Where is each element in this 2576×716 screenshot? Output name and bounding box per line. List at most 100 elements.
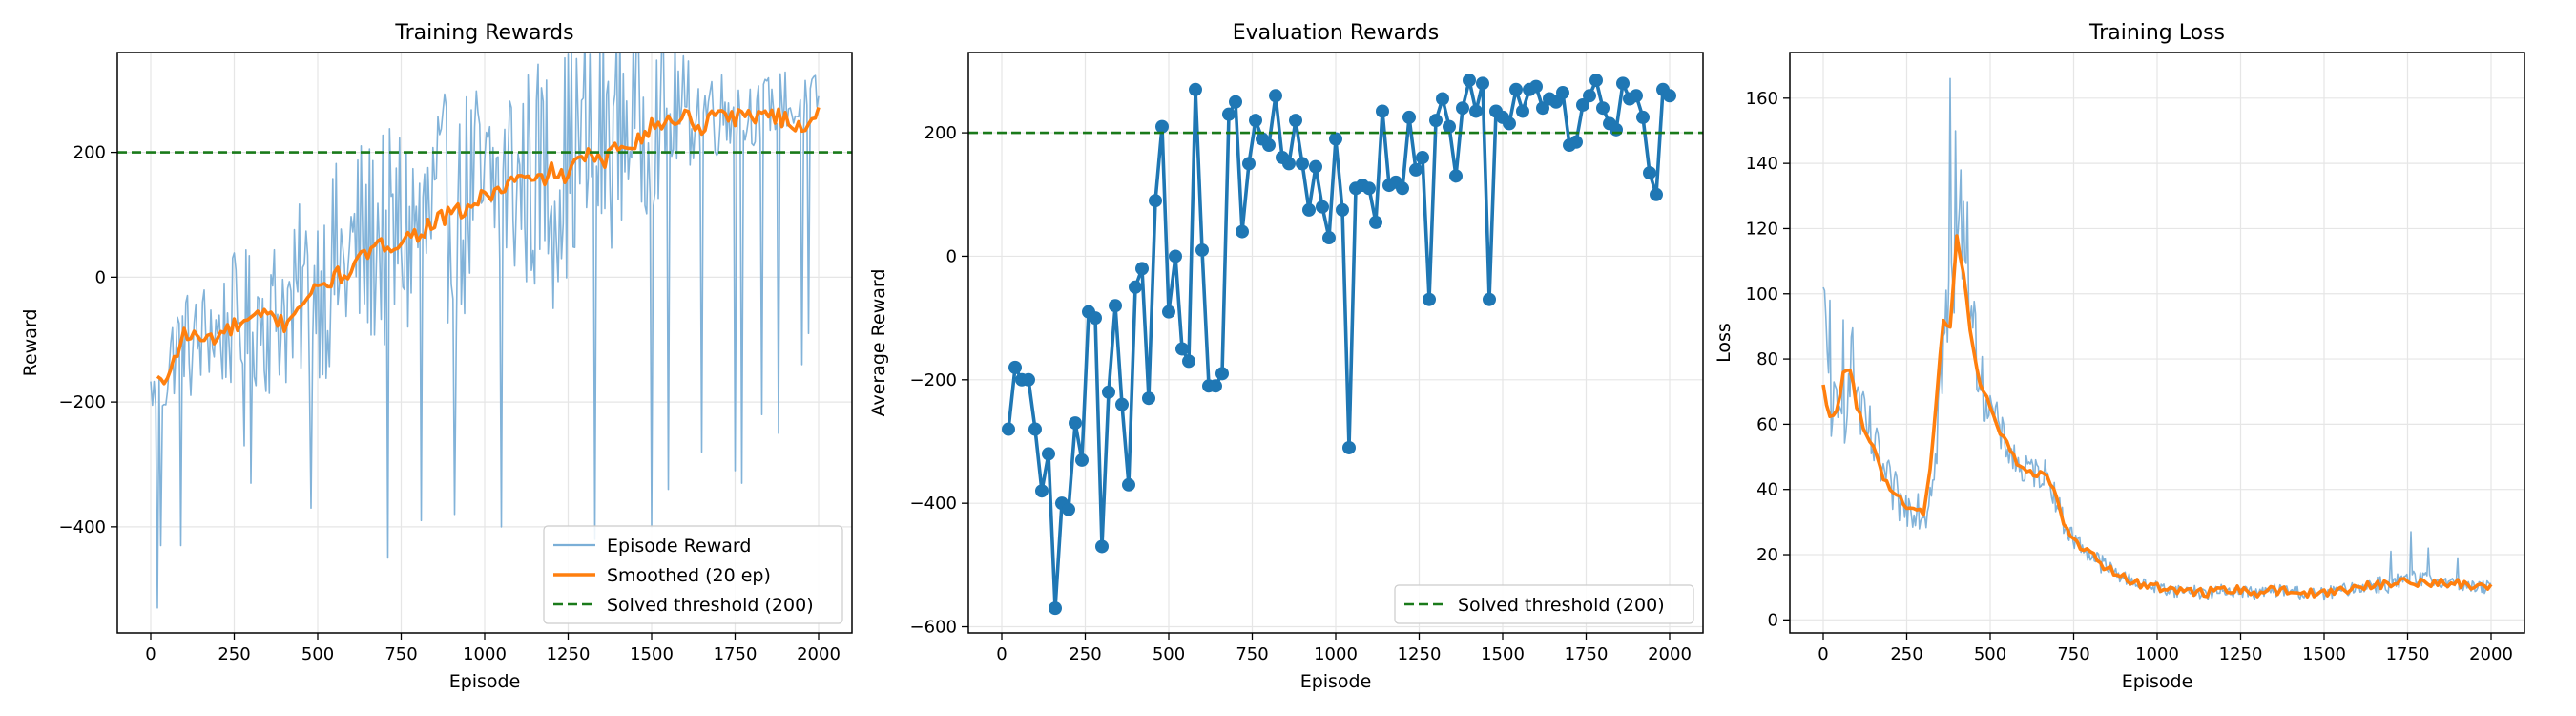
y-tick-label: 140 <box>1746 154 1778 174</box>
y-tick-label: 20 <box>1756 545 1778 565</box>
y-tick-label: −400 <box>910 494 957 514</box>
eval-point <box>1209 379 1222 393</box>
x-axis-label: Episode <box>449 671 521 692</box>
x-axis-label: Episode <box>2122 671 2193 692</box>
x-tick-label: 750 <box>2057 644 2089 664</box>
legend-box <box>1394 584 1694 624</box>
eval-point <box>1630 89 1643 103</box>
eval-point <box>1443 119 1456 134</box>
x-tick-label: 1250 <box>547 644 591 664</box>
y-axis-label: Reward <box>20 309 41 377</box>
x-tick-label: 0 <box>996 644 1007 664</box>
eval-point <box>1402 110 1416 124</box>
eval-point <box>1155 119 1169 134</box>
x-tick-label: 1750 <box>2386 644 2430 664</box>
y-axis-label: Average Reward <box>868 269 889 417</box>
eval-point <box>1069 416 1082 431</box>
eval-point <box>1262 138 1276 153</box>
eval-point <box>1423 292 1436 306</box>
y-tick-label: 120 <box>1746 219 1778 239</box>
eval-point <box>1362 181 1376 196</box>
eval-point <box>1022 372 1035 387</box>
eval-point <box>1336 202 1349 217</box>
plot-area <box>1821 77 2493 601</box>
eval-point <box>1195 242 1209 257</box>
eval-point <box>1109 299 1122 313</box>
eval-point <box>1322 231 1336 245</box>
x-tick-label: 1250 <box>1398 644 1442 664</box>
eval-point <box>1416 150 1429 164</box>
eval-point <box>1149 194 1162 208</box>
eval-point <box>1316 200 1329 214</box>
legend-label: Solved threshold (200) <box>1458 595 1665 616</box>
y-tick-label: 200 <box>924 123 957 143</box>
eval-point <box>1289 114 1302 128</box>
x-tick-label: 1000 <box>1314 644 1358 664</box>
eval-point <box>1469 104 1483 118</box>
legend: Solved threshold (200) <box>1394 584 1694 624</box>
eval-point <box>1115 397 1129 411</box>
chart-panel-1: 0 250 500 750 1000 1250 1500 1750 2000 −400 −200 0 2… <box>20 21 853 692</box>
x-tick-label: 1000 <box>463 644 507 664</box>
x-tick-label: 1750 <box>1565 644 1609 664</box>
eval-point <box>1476 76 1489 91</box>
eval-point <box>1583 89 1596 103</box>
eval-point <box>1008 360 1022 374</box>
eval-point <box>1610 122 1623 137</box>
eval-point <box>1175 342 1189 356</box>
eval-point <box>1636 110 1650 124</box>
y-tick-label: −400 <box>59 517 106 537</box>
legend-box <box>543 525 843 624</box>
eval-point <box>1536 101 1549 116</box>
eval-point <box>1589 74 1603 88</box>
x-tick-label: 1500 <box>1481 644 1525 664</box>
eval-point <box>1229 95 1242 109</box>
eval-point <box>1576 97 1589 112</box>
plot-area <box>117 53 852 609</box>
x-tick-label: 500 <box>1974 644 2006 664</box>
x-tick-label: 1250 <box>2219 644 2263 664</box>
eval-point <box>1028 422 1042 436</box>
eval-point <box>1376 104 1389 118</box>
y-tick-label: 40 <box>1756 480 1778 500</box>
y-tick-label: 80 <box>1756 349 1778 369</box>
x-tick-label: 250 <box>218 644 250 664</box>
x-axis-label: Episode <box>1300 671 1372 692</box>
x-tick-label: 2000 <box>797 644 841 664</box>
eval-point <box>1449 169 1463 183</box>
eval-point <box>1169 249 1182 263</box>
eval-point <box>1302 202 1316 217</box>
y-tick-label: 100 <box>1746 284 1778 305</box>
eval-point <box>1236 224 1249 239</box>
x-tick-label: 2000 <box>1648 644 1692 664</box>
eval-point <box>1242 157 1256 171</box>
eval-point <box>1215 367 1229 381</box>
legend-label: Episode Reward <box>607 536 751 557</box>
y-tick-label: 0 <box>1768 610 1778 630</box>
eval-point <box>1142 391 1155 406</box>
y-tick-label: 0 <box>95 267 106 287</box>
eval-point <box>1436 92 1449 106</box>
eval-point <box>1269 89 1282 103</box>
eval-point <box>1663 89 1676 103</box>
eval-point <box>1249 114 1262 128</box>
eval-point <box>1616 76 1630 91</box>
legend-label: Solved threshold (200) <box>607 595 814 616</box>
eval-point <box>1222 107 1236 121</box>
x-tick-label: 0 <box>1818 644 1828 664</box>
eval-point <box>1549 95 1563 109</box>
chart-title: Evaluation Rewards <box>1233 21 1439 45</box>
eval-point <box>1095 539 1109 554</box>
eval-point <box>1503 116 1516 131</box>
x-tick-label: 2000 <box>2469 644 2513 664</box>
eval-point <box>1122 477 1135 492</box>
eval-point <box>1509 82 1523 96</box>
eval-point <box>1062 502 1075 516</box>
eval-point <box>1129 280 1142 294</box>
eval-point <box>1369 215 1382 229</box>
eval-point <box>1182 354 1195 369</box>
x-tick-label: 500 <box>1153 644 1185 664</box>
x-tick-label: 250 <box>1069 644 1101 664</box>
y-tick-label: 60 <box>1756 414 1778 434</box>
